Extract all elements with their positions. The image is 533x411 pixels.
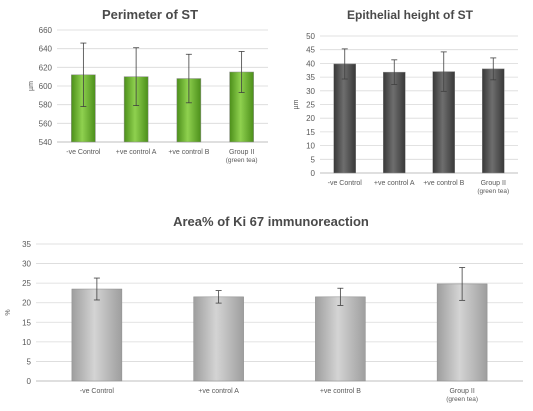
- ki67-y-tick-label: 35: [22, 240, 31, 249]
- epithelial-x-tick-label: +ve control B: [423, 180, 464, 187]
- perimeter-y-tick-label: 580: [39, 101, 53, 110]
- perimeter-y-tick-label: 620: [39, 63, 53, 72]
- perimeter-x-tick-label: -ve Control: [66, 149, 101, 156]
- ki67-x-tick-label: +ve control B: [320, 388, 361, 395]
- ki67-bar: [193, 296, 244, 382]
- perimeter-x-tick-label: +ve control B: [168, 149, 209, 156]
- ki67-y-axis-label: %: [5, 309, 12, 315]
- epithelial-y-tick-label: 0: [311, 169, 316, 178]
- ki67-x-tick-label: -ve Control: [80, 388, 115, 395]
- epithelial-y-tick-label: 50: [306, 32, 315, 41]
- perimeter-y-tick-label: 560: [39, 119, 53, 128]
- ki67-x-tick-label: Group II: [449, 388, 474, 395]
- ki67-x-tick-label: +ve control A: [198, 388, 239, 395]
- perimeter-x-tick-label: Group II: [229, 149, 254, 156]
- epithelial-x-tick-label: +ve control A: [374, 180, 415, 187]
- epithelial-y-tick-label: 35: [306, 73, 315, 82]
- perimeter-y-tick-label: 640: [39, 45, 53, 54]
- ki67-x-tick-sublabel: (green tea): [446, 396, 478, 403]
- ki67-y-tick-label: 15: [22, 318, 31, 327]
- ki67-y-tick-label: 5: [27, 357, 32, 366]
- ki67-y-tick-label: 25: [22, 279, 31, 288]
- epithelial-y-tick-label: 30: [306, 87, 315, 96]
- epithelial-y-tick-label: 5: [311, 155, 316, 164]
- ki67-y-tick-label: 20: [22, 299, 31, 308]
- epithelial-y-tick-label: 10: [306, 142, 315, 151]
- epithelial-y-tick-label: 45: [306, 46, 315, 55]
- epithelial-y-tick-label: 40: [306, 59, 315, 68]
- perimeter-title: Perimeter of ST: [102, 7, 198, 22]
- ki67-y-tick-label: 10: [22, 338, 31, 347]
- epithelial-title: Epithelial height of ST: [347, 8, 474, 22]
- perimeter-x-tick-label: +ve control A: [116, 149, 157, 156]
- perimeter-y-tick-label: 660: [39, 26, 53, 35]
- epithelial-x-tick-label: -ve Control: [328, 180, 363, 187]
- epithelial-x-tick-sublabel: (green tea): [477, 188, 509, 195]
- epithelial-y-tick-label: 15: [306, 128, 315, 137]
- epithelial-y-axis-label: µm: [293, 99, 300, 109]
- ki67-title: Area% of Ki 67 immunoreaction: [173, 214, 369, 229]
- perimeter-y-tick-label: 540: [39, 138, 53, 147]
- ki67-y-tick-label: 0: [27, 377, 32, 386]
- perimeter-y-tick-label: 600: [39, 82, 53, 91]
- ki67-bar: [71, 288, 123, 382]
- perimeter-y-axis-label: µm: [28, 81, 35, 91]
- epithelial-y-tick-label: 20: [306, 114, 315, 123]
- perimeter-x-tick-sublabel: (green tea): [226, 157, 258, 164]
- ki67-bar: [315, 296, 366, 382]
- epithelial-x-tick-label: Group II: [481, 180, 506, 187]
- ki67-y-tick-label: 30: [22, 260, 31, 269]
- epithelial-y-tick-label: 25: [306, 101, 315, 110]
